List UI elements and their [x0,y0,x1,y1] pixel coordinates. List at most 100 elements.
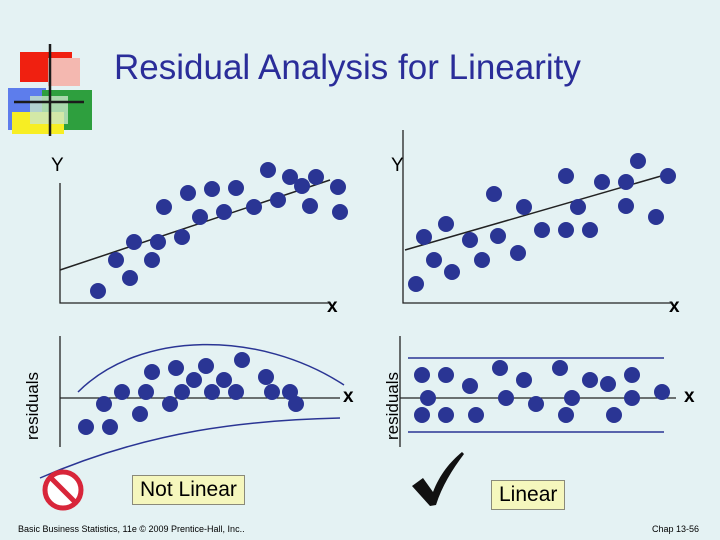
data-point [420,390,436,406]
linear-x-axis-letter: x [669,296,680,317]
data-point [282,384,298,400]
slide-logo [8,44,92,136]
nonlinear-y-axis-letter: Y [51,155,64,176]
data-point [564,390,580,406]
checkmark-icon [412,452,464,506]
data-point [594,174,610,190]
data-point [288,396,304,412]
linear-scatter-points [408,153,676,292]
data-point [192,209,208,225]
data-point [138,384,154,400]
data-point [204,384,220,400]
data-point [438,367,454,383]
data-point [78,419,94,435]
data-point [330,179,346,195]
data-point [474,252,490,268]
data-point [558,407,574,423]
data-point [414,407,430,423]
data-point [228,384,244,400]
data-point [468,407,484,423]
data-point [438,216,454,232]
data-point [462,378,478,394]
data-point [150,234,166,250]
data-point [294,178,310,194]
linear-resid-x-letter: x [684,386,695,407]
data-point [558,222,574,238]
data-point [332,204,348,220]
data-point [510,245,526,261]
data-point [122,270,138,286]
data-point [582,222,598,238]
data-point [630,153,646,169]
data-point [414,367,430,383]
data-point [648,209,664,225]
data-point [534,222,550,238]
data-point [498,390,514,406]
data-point [308,169,324,185]
data-point [490,228,506,244]
linear-label: Linear [491,480,566,510]
data-point [426,252,442,268]
data-point [216,204,232,220]
data-point [258,369,274,385]
data-point [606,407,622,423]
data-point [186,372,202,388]
data-point [174,384,190,400]
data-point [102,419,118,435]
data-point [126,234,142,250]
nonlinear-resid-x-letter: x [343,386,354,407]
data-point [302,198,318,214]
data-point [144,252,160,268]
data-point [600,376,616,392]
data-point [624,390,640,406]
data-point [198,358,214,374]
nonlinear-scatter-axes [59,183,330,304]
not-linear-label: Not Linear [132,475,245,505]
data-point [492,360,508,376]
footer-slide-number: Chap 13-56 [652,524,700,534]
data-point [108,252,124,268]
data-point [90,283,106,299]
prohibition-icon [42,469,84,511]
data-point [654,384,670,400]
data-point [234,352,250,368]
slide-title: Residual Analysis for Linearity [114,48,581,87]
data-point [168,360,184,376]
data-point [144,364,160,380]
footer-citation: Basic Business Statistics, 11e © 2009 Pr… [18,524,245,534]
data-point [180,185,196,201]
data-point [552,360,568,376]
data-point [174,229,190,245]
data-point [486,186,502,202]
data-point [570,199,586,215]
data-point [246,199,262,215]
data-point [624,367,640,383]
data-point [132,406,148,422]
data-point [516,199,532,215]
data-point [618,198,634,214]
data-point [96,396,112,412]
data-point [582,372,598,388]
data-point [618,174,634,190]
data-point [416,229,432,245]
residual-upper-curve [77,343,345,393]
data-point [660,168,676,184]
data-point [156,199,172,215]
data-point [204,181,220,197]
nonlinear-fitted-line [59,179,331,271]
linear-y-axis-letter: Y [391,155,404,176]
data-point [558,168,574,184]
linear-residual-points [414,360,670,423]
data-point [260,162,276,178]
residual-lower-curve [39,417,341,479]
data-point [264,384,280,400]
nonlinear-x-axis-letter: x [327,296,338,317]
linear-scatter-axes [402,130,672,304]
data-point [516,372,532,388]
data-point [216,372,232,388]
data-point [528,396,544,412]
data-point [114,384,130,400]
data-point [408,276,424,292]
data-point [444,264,460,280]
